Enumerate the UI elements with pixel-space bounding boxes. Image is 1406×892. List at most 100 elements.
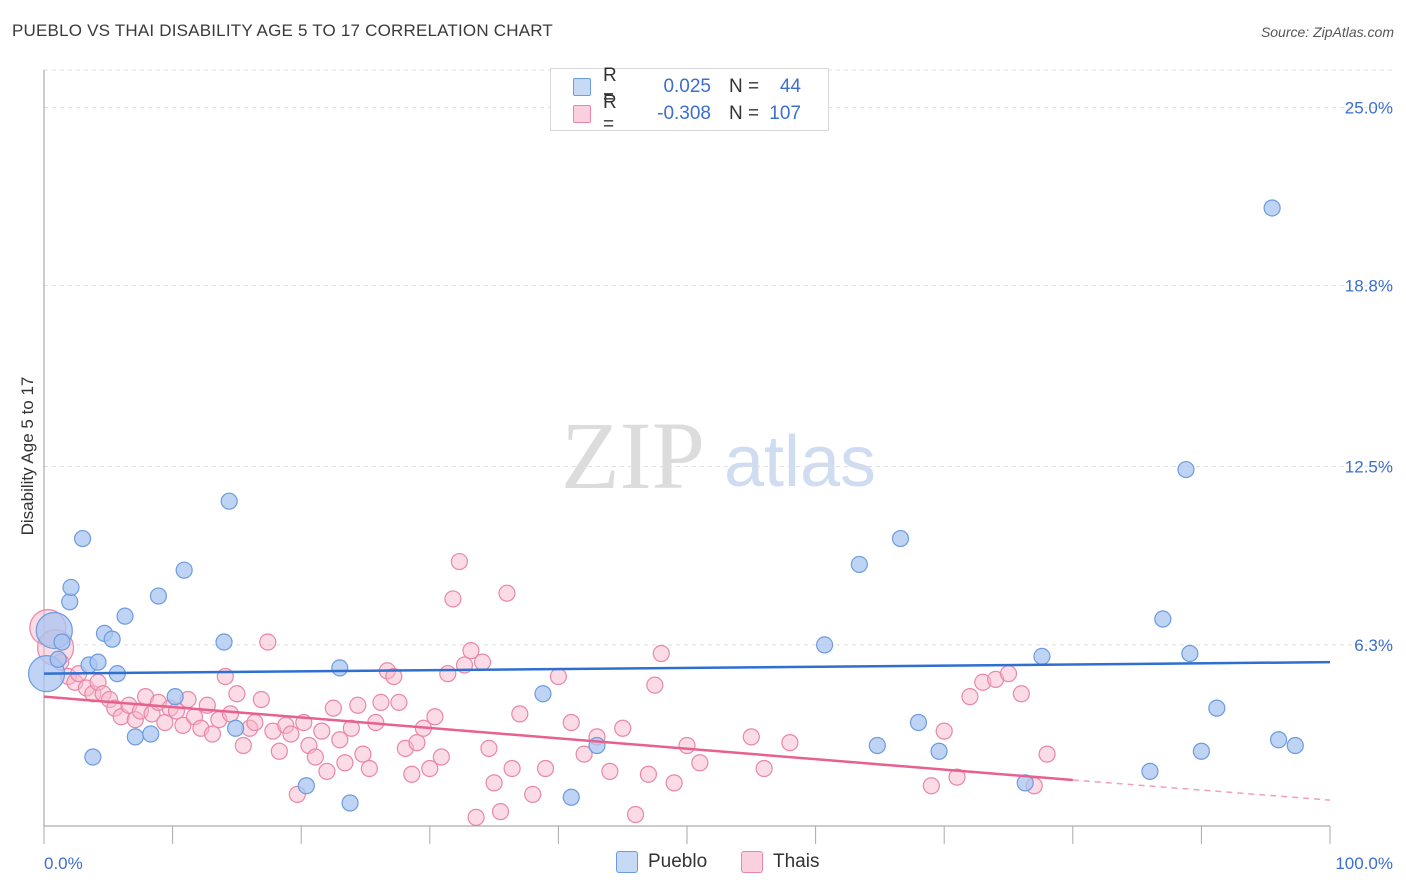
pueblo-point (62, 578, 80, 597)
pueblo-point (166, 688, 184, 706)
thais-point (467, 808, 485, 826)
thais-point (498, 584, 516, 602)
thais-point (503, 759, 521, 778)
r-value: 0.025 (663, 76, 711, 97)
thais-legend-swatch (741, 851, 763, 873)
correlation-legend: R = 0.025 N = 44 R = -0.308 N = 107 (550, 65, 829, 135)
thais-point (174, 716, 192, 734)
thais-point (999, 665, 1018, 683)
thais-point (390, 693, 408, 711)
thais-point (473, 653, 492, 671)
thais-point (360, 759, 378, 778)
legend-item-thais: Thais (741, 851, 819, 873)
thais-point (324, 699, 342, 717)
watermark-atlas: atlas (724, 422, 876, 502)
pueblo-point (49, 650, 67, 668)
thais-point (408, 734, 426, 752)
thais-point (781, 734, 799, 752)
thais-point (372, 693, 390, 711)
thais-point (385, 667, 403, 686)
thais-point (536, 759, 555, 778)
thais-point (614, 719, 632, 737)
r-label: R = (603, 65, 617, 108)
pueblo-point (1033, 647, 1051, 666)
pueblo-point (331, 659, 349, 677)
watermark-zip: ZIP (561, 402, 705, 509)
thais-point (354, 745, 372, 763)
pueblo-point (1154, 610, 1172, 628)
pueblo-point (909, 713, 928, 732)
thais-point (742, 728, 760, 746)
pueblo-point (84, 748, 102, 766)
pueblo-point (891, 529, 910, 548)
pueblo-point (562, 788, 580, 806)
pueblo-point (149, 587, 168, 605)
pueblo-point (1177, 460, 1195, 479)
pueblo-point (1208, 699, 1226, 717)
pueblo-point (227, 719, 245, 737)
thais-point (601, 762, 619, 780)
n-label: N = (729, 103, 760, 124)
pueblo-point (297, 777, 315, 795)
thais-point (755, 759, 773, 778)
pueblo-point (930, 742, 948, 760)
x-tick-label: 100.0% (1335, 854, 1393, 873)
thais-point (935, 722, 953, 740)
thais-point (549, 667, 568, 686)
thais-point (313, 722, 331, 740)
x-tick-label: 0.0% (44, 854, 83, 873)
y-tick-label: 12.5% (1345, 458, 1393, 477)
thais-point (691, 754, 709, 772)
r-label: R = (603, 92, 617, 135)
pueblo-point (850, 555, 868, 574)
pueblo-point (1141, 762, 1159, 780)
thais-point (491, 803, 510, 821)
thais-point (948, 768, 966, 786)
pueblo-point (61, 593, 79, 611)
thais-point (282, 725, 300, 743)
pueblo-legend-label: Pueblo (648, 851, 708, 872)
y-axis-label: Disability Age 5 to 17 (18, 376, 37, 536)
pueblo-point (1016, 774, 1034, 792)
thais-point (228, 685, 246, 703)
thais-point (259, 633, 277, 651)
thais-point (665, 774, 683, 792)
pueblo-point (73, 529, 92, 548)
pueblo-point (1181, 644, 1199, 663)
thais-point (432, 748, 450, 766)
thais-point (444, 590, 462, 608)
pueblo-point (534, 685, 552, 703)
pueblo-point (1192, 742, 1211, 760)
thais-point (524, 785, 542, 803)
pueblo-legend-swatch (616, 851, 638, 873)
pueblo-trend-line (43, 660, 1331, 675)
thais-point (221, 705, 240, 723)
thais-point (426, 708, 444, 726)
thais-point (450, 552, 468, 571)
thais-point (626, 805, 645, 824)
thais-point (961, 688, 979, 706)
thais-point (270, 742, 288, 760)
thais-point (1012, 685, 1030, 703)
thais-point (511, 705, 529, 723)
thais-point (246, 713, 264, 732)
pueblo-point (868, 736, 886, 755)
pueblo-point (1263, 199, 1281, 217)
pueblo-point (89, 653, 107, 671)
y-tick-label: 6.3% (1354, 636, 1393, 655)
pueblo-point (215, 633, 233, 651)
n-label: N = (729, 76, 760, 97)
legend-row-pueblo: R = 0.025 N = 44 (573, 65, 801, 108)
thais-trend-line-extrapolated (1072, 779, 1331, 801)
thais-trend-line (43, 695, 1073, 782)
legend-item-pueblo: Pueblo (616, 851, 707, 873)
thais-point (403, 765, 421, 783)
thais-point (639, 765, 658, 783)
thais-point (203, 725, 222, 743)
y-tick-label: 25.0% (1345, 98, 1393, 117)
pueblo-point (220, 492, 238, 510)
n-value: 44 (779, 76, 801, 97)
thais-legend-label: Thais (773, 851, 820, 872)
thais-point (480, 739, 498, 757)
pueblo-point (126, 728, 144, 746)
